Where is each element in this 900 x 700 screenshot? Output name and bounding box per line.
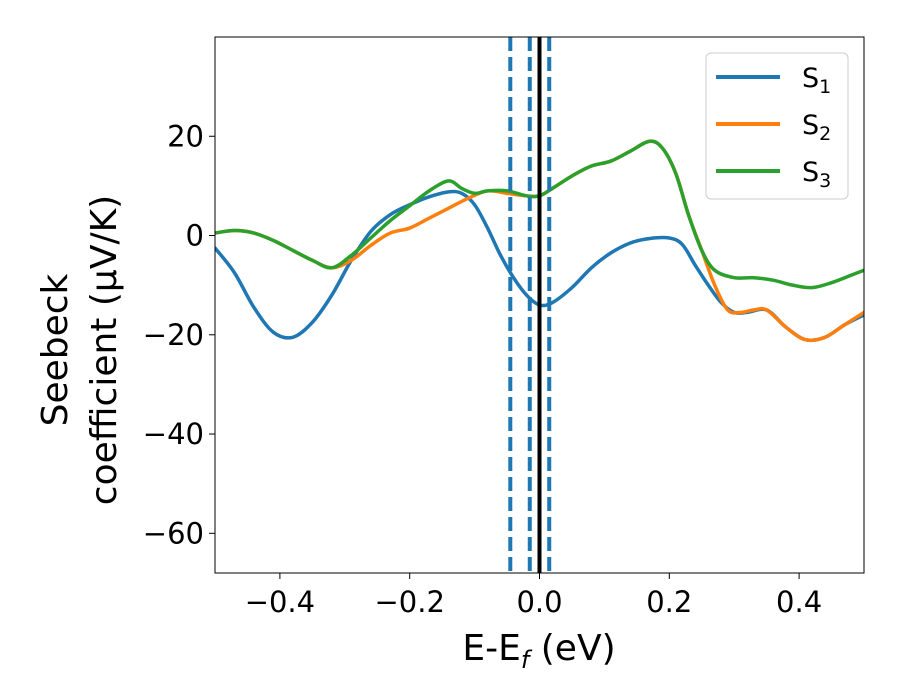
legend-label-s2-sub: 2 bbox=[819, 123, 831, 145]
x-axis: −0.4 −0.2 0.0 0.2 0.4 bbox=[245, 573, 822, 619]
y-axis-title-line1: Seebeck bbox=[35, 273, 76, 426]
x-tick-label: −0.4 bbox=[245, 585, 315, 619]
y-tick-label: −40 bbox=[143, 417, 204, 451]
y-tick-label: 0 bbox=[186, 219, 204, 253]
y-tick-label: −20 bbox=[143, 318, 204, 352]
x-tick-label: 0.0 bbox=[516, 585, 562, 619]
x-tick-label: 0.2 bbox=[646, 585, 692, 619]
legend-label-s2-main: S bbox=[802, 110, 819, 141]
legend-label-s3-sub: 3 bbox=[819, 170, 831, 192]
x-tick-label: 0.4 bbox=[776, 585, 822, 619]
legend-label-s1-sub: 1 bbox=[819, 76, 831, 98]
y-axis: −60 −40 −20 0 20 bbox=[143, 119, 215, 550]
legend-label-s3-main: S bbox=[802, 157, 819, 188]
legend-label-s2: S2 bbox=[802, 110, 831, 145]
x-axis-title-suffix: (eV) bbox=[529, 628, 615, 669]
legend: S1 S2 S3 bbox=[705, 52, 849, 200]
legend-label-s1-main: S bbox=[802, 63, 819, 94]
y-axis-title-line2: coefficient (μV/K) bbox=[84, 195, 125, 505]
legend-label-s1: S1 bbox=[802, 63, 831, 98]
x-axis-title: E-Ef (eV) bbox=[462, 628, 615, 674]
x-tick-label: −0.2 bbox=[374, 585, 444, 619]
series-line-s3 bbox=[215, 139, 864, 290]
x-axis-title-main: E-E bbox=[462, 628, 520, 669]
y-axis-title: Seebeck coefficient (μV/K) bbox=[35, 195, 125, 505]
legend-label-s3: S3 bbox=[802, 157, 831, 192]
y-tick-label: 20 bbox=[167, 119, 204, 153]
y-tick-label: −60 bbox=[143, 516, 204, 550]
vline-layer bbox=[508, 37, 552, 573]
